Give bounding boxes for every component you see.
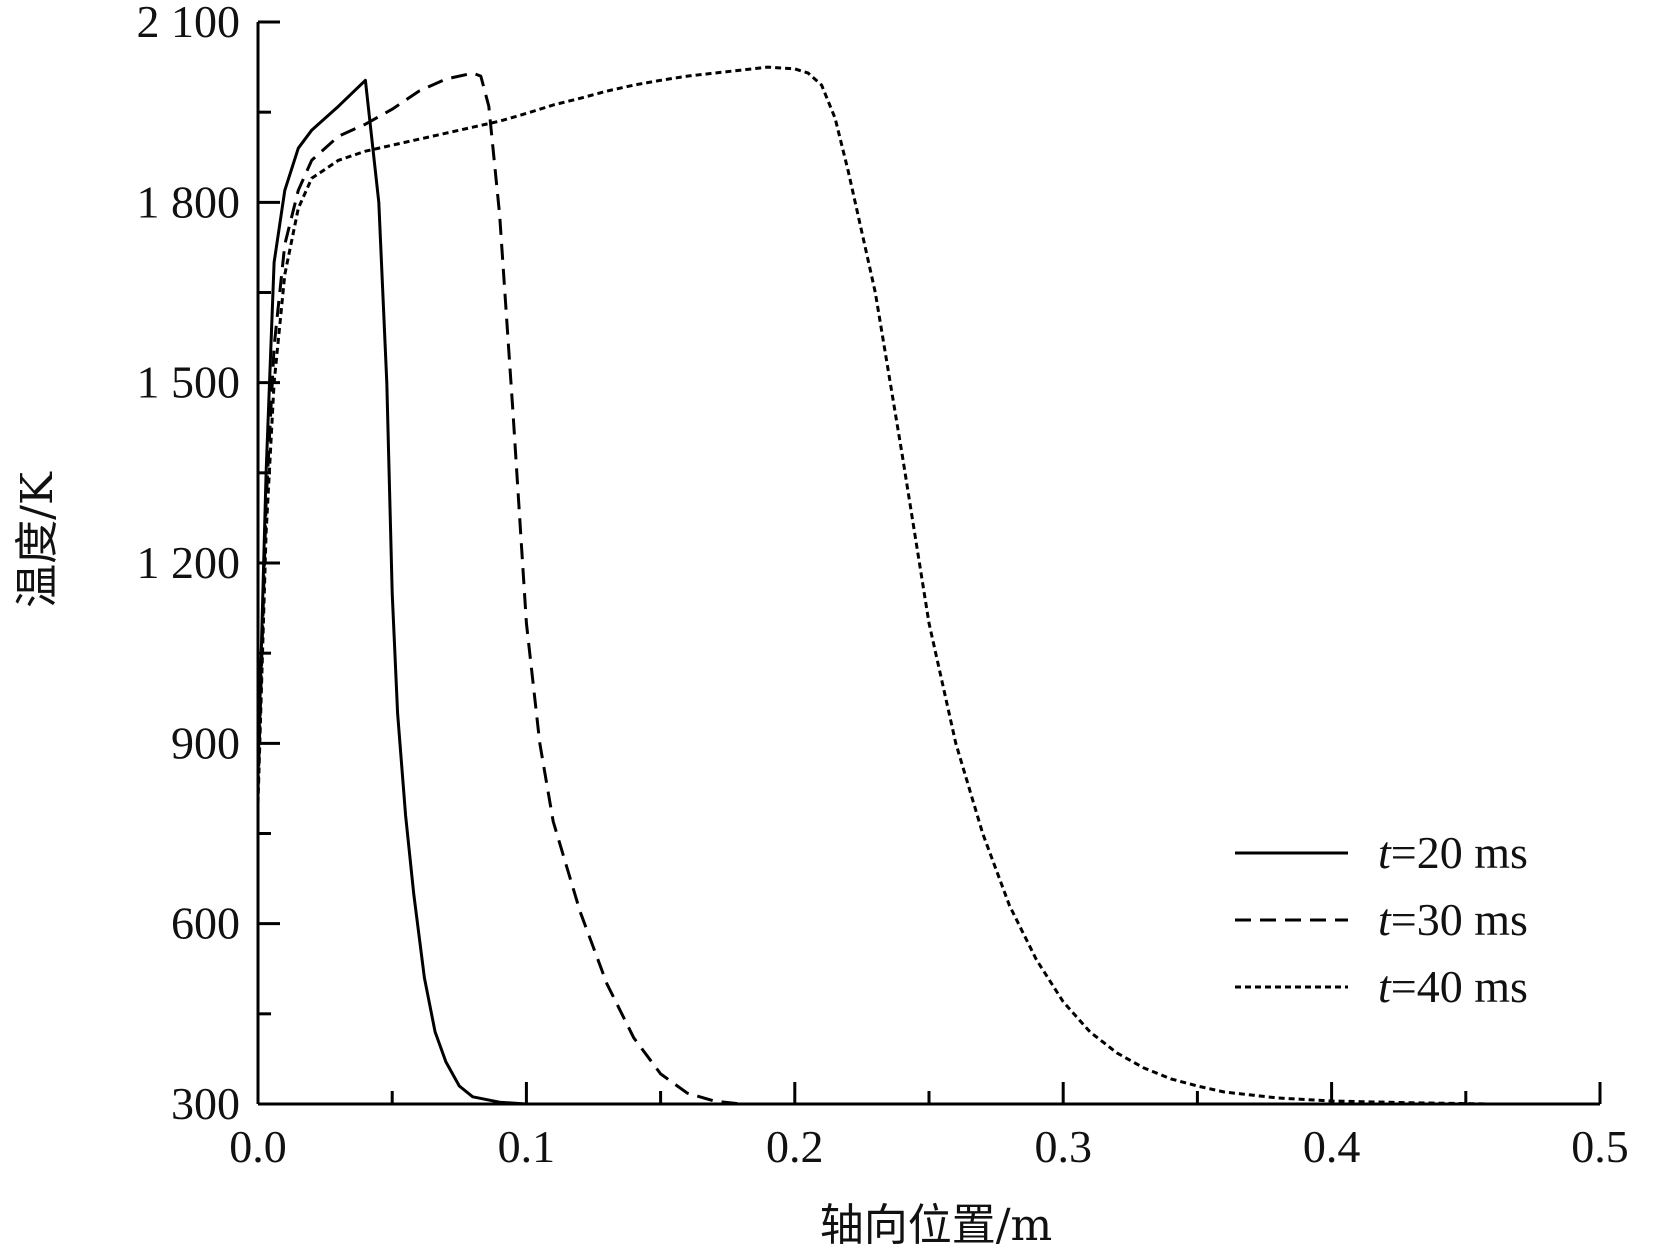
x-tick-label: 0.1 [498,1121,556,1172]
legend-label-1: t=20 ms [1378,827,1528,878]
axes [256,20,1602,1106]
y-axis-title: 温度/K [12,471,63,608]
series-line-2 [256,71,795,1106]
legend-label-2: t=30 ms [1378,894,1528,945]
legend-label-3: t=40 ms [1378,961,1528,1012]
y-tick-label: 900 [171,717,240,768]
y-tick-label: 600 [171,898,240,949]
series-line-3 [256,65,1493,1106]
legend: t=20 mst=30 mst=40 ms [1235,827,1528,1012]
x-tick-label: 0.4 [1303,1121,1361,1172]
x-tick-label: 0.0 [229,1121,287,1172]
y-tick-label: 1 500 [137,357,241,408]
series-line-1 [256,78,554,1106]
legend-label-value: =40 ms [1391,961,1528,1012]
y-tick-label: 300 [171,1078,240,1129]
legend-label-value: =30 ms [1391,894,1528,945]
axis-titles: 轴向位置/m 温度/K [12,471,1052,1251]
y-tick-label: 1 800 [137,176,241,227]
x-tick-label: 0.2 [766,1121,824,1172]
y-tick-label: 1 200 [137,537,241,588]
y-tick-label: 2 100 [137,0,241,47]
legend-label-variable: t [1378,827,1392,878]
legend-label-variable: t [1378,961,1392,1012]
x-axis-title: 轴向位置/m [820,1200,1053,1251]
plot-lines [256,65,1493,1106]
x-tick-label: 0.3 [1034,1121,1092,1172]
x-tick-label: 0.5 [1571,1121,1629,1172]
legend-label-value: =20 ms [1391,827,1528,878]
legend-label-variable: t [1378,894,1392,945]
tick-labels: 300 600 900 1 200 1 500 1 800 2 100 0.0 0.1 0.2 0.… [137,0,1629,1172]
